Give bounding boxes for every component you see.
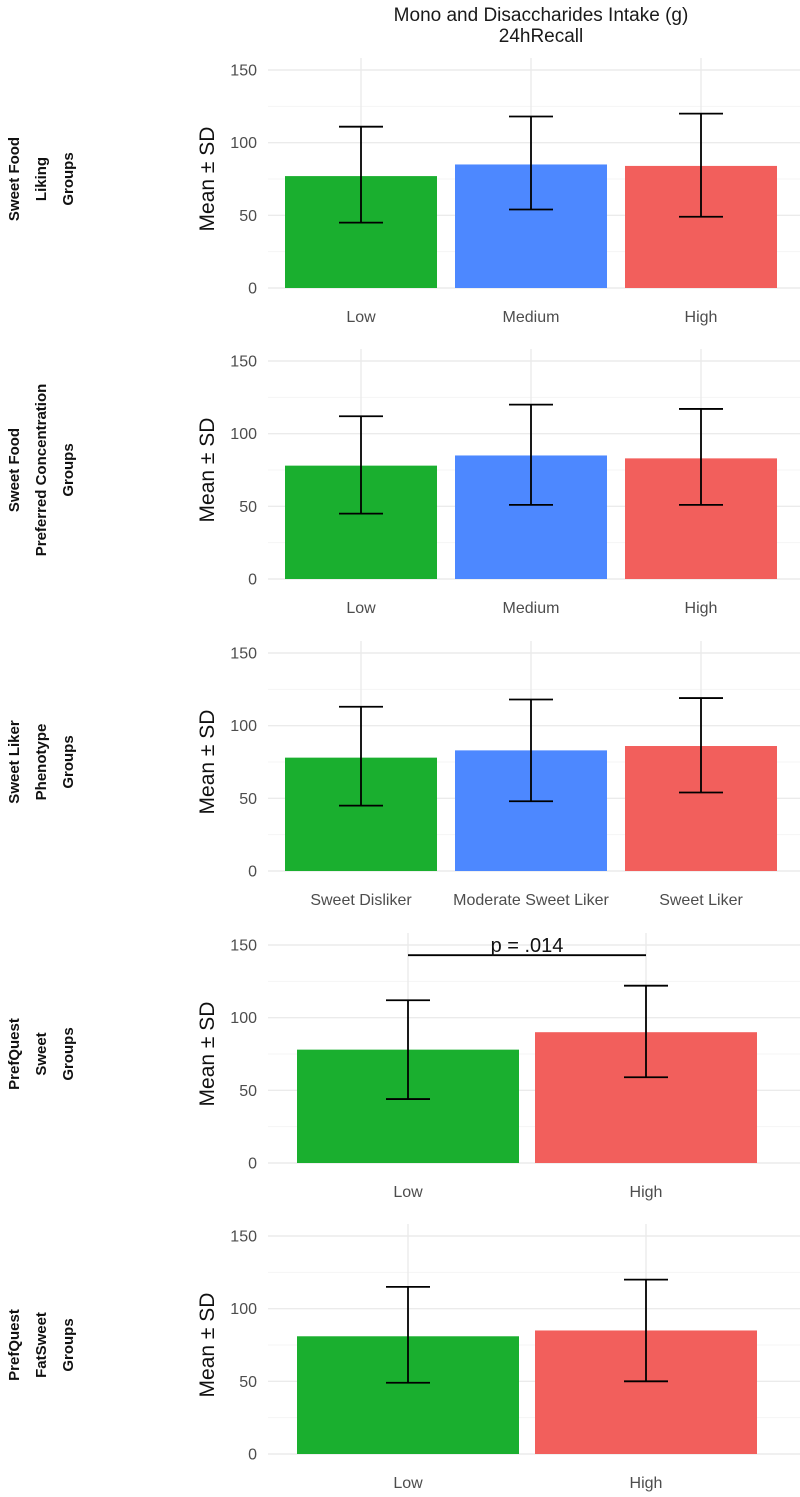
row-label-line: PrefQuest [6,1309,23,1381]
row-label-line: Sweet Food [6,428,23,512]
row-label-line: Sweet [33,1032,50,1075]
x-tick-label: High [630,1184,663,1201]
y-tick-label: 0 [248,281,257,298]
row-label: Sweet Liker Phenotype Groups [6,720,77,804]
error-bar [679,408,723,506]
row-label-line: FatSweet [33,1312,50,1378]
row-label-line: PrefQuest [6,1018,23,1090]
y-tick-label: 50 [239,1374,257,1391]
row-label: Sweet Food Preferred Concentration Groups [6,384,77,557]
error-bar [386,1285,430,1384]
y-tick-label: 100 [230,1010,257,1027]
row-label-line: Preferred Concentration [33,384,50,557]
error-bar [679,697,723,794]
row-label-line: Groups [60,735,77,788]
row-label-line: Liking [33,157,50,201]
y-tick-label: 0 [248,1447,257,1464]
error-bar [339,125,383,224]
error-bar [624,1278,668,1383]
y-tick-label: 150 [230,938,257,955]
x-tick-label: High [685,309,718,326]
row-label-line: Groups [60,443,77,496]
chart-panel: 0 50 100 150 Low Medium High Mean ± SD Sweet Foo… [6,58,800,326]
y-tick-label: 100 [230,426,257,443]
row-label-line: Phenotype [33,724,50,801]
error-bar [339,415,383,515]
x-tick-label: Sweet Liker [659,892,743,909]
x-tick-label: High [630,1475,663,1492]
row-label-line: Groups [60,152,77,205]
error-bar [624,984,668,1079]
y-tick-label: 0 [248,1156,257,1173]
row-label-line: Sweet Liker [6,720,23,804]
chart-panel: 0 50 100 150 Sweet Disliker Moderate Sweet Li… [6,641,800,909]
y-tick-label: 150 [230,646,257,663]
y-tick-label: 50 [239,499,257,516]
x-tick-label: Low [346,309,376,326]
chart-subtitle: 24hRecall [499,26,584,47]
x-tick-label: Moderate Sweet Liker [453,892,609,909]
x-tick-label: Low [346,600,376,617]
x-tick-label: Medium [503,600,560,617]
row-label: Sweet Food Liking Groups [6,137,77,221]
error-bar [339,705,383,807]
x-tick-label: High [685,600,718,617]
y-tick-label: 150 [230,1229,257,1246]
y-axis-title: Mean ± SD [196,710,219,815]
y-axis-title: Mean ± SD [196,1293,219,1398]
y-tick-label: 100 [230,1301,257,1318]
row-label-line: Groups [60,1027,77,1080]
y-tick-label: 150 [230,354,257,371]
y-tick-label: 150 [230,63,257,80]
y-axis-title: Mean ± SD [196,127,219,232]
error-bar [386,999,430,1100]
chart-title: Mono and Disaccharides Intake (g) [394,5,689,26]
y-axis-title: Mean ± SD [196,1002,219,1107]
y-axis-title: Mean ± SD [196,418,219,523]
x-tick-label: Low [393,1475,423,1492]
y-tick-label: 100 [230,718,257,735]
y-tick-label: 50 [239,208,257,225]
chart-panel: 0 50 100 150 Low High Mean ± SD PrefQuest Sweet G… [6,933,800,1201]
row-label-line: Sweet Food [6,137,23,221]
y-tick-label: 50 [239,791,257,808]
x-tick-label: Sweet Disliker [310,892,412,909]
p-value-label: p = .014 [491,935,564,957]
row-label-line: Groups [60,1318,77,1371]
y-tick-label: 100 [230,135,257,152]
chart-panel: 0 50 100 150 Low Medium High Mean ± SD Sweet Foo… [6,349,800,617]
row-label: PrefQuest FatSweet Groups [6,1309,77,1381]
panels: 0 50 100 150 Low Medium High Mean ± SD Sweet Foo… [6,58,800,1492]
row-label: PrefQuest Sweet Groups [6,1018,77,1090]
y-tick-label: 50 [239,1083,257,1100]
error-bar [679,112,723,218]
error-bar [509,115,553,211]
y-tick-label: 0 [248,572,257,589]
x-tick-label: Low [393,1184,423,1201]
error-bar [509,698,553,803]
x-tick-label: Medium [503,309,560,326]
chart-panel: 0 50 100 150 Low High Mean ± SD PrefQuest FatSwe… [6,1224,800,1492]
significance-annotation: p = .014 [408,935,646,957]
y-tick-label: 0 [248,864,257,881]
error-bar [509,403,553,506]
